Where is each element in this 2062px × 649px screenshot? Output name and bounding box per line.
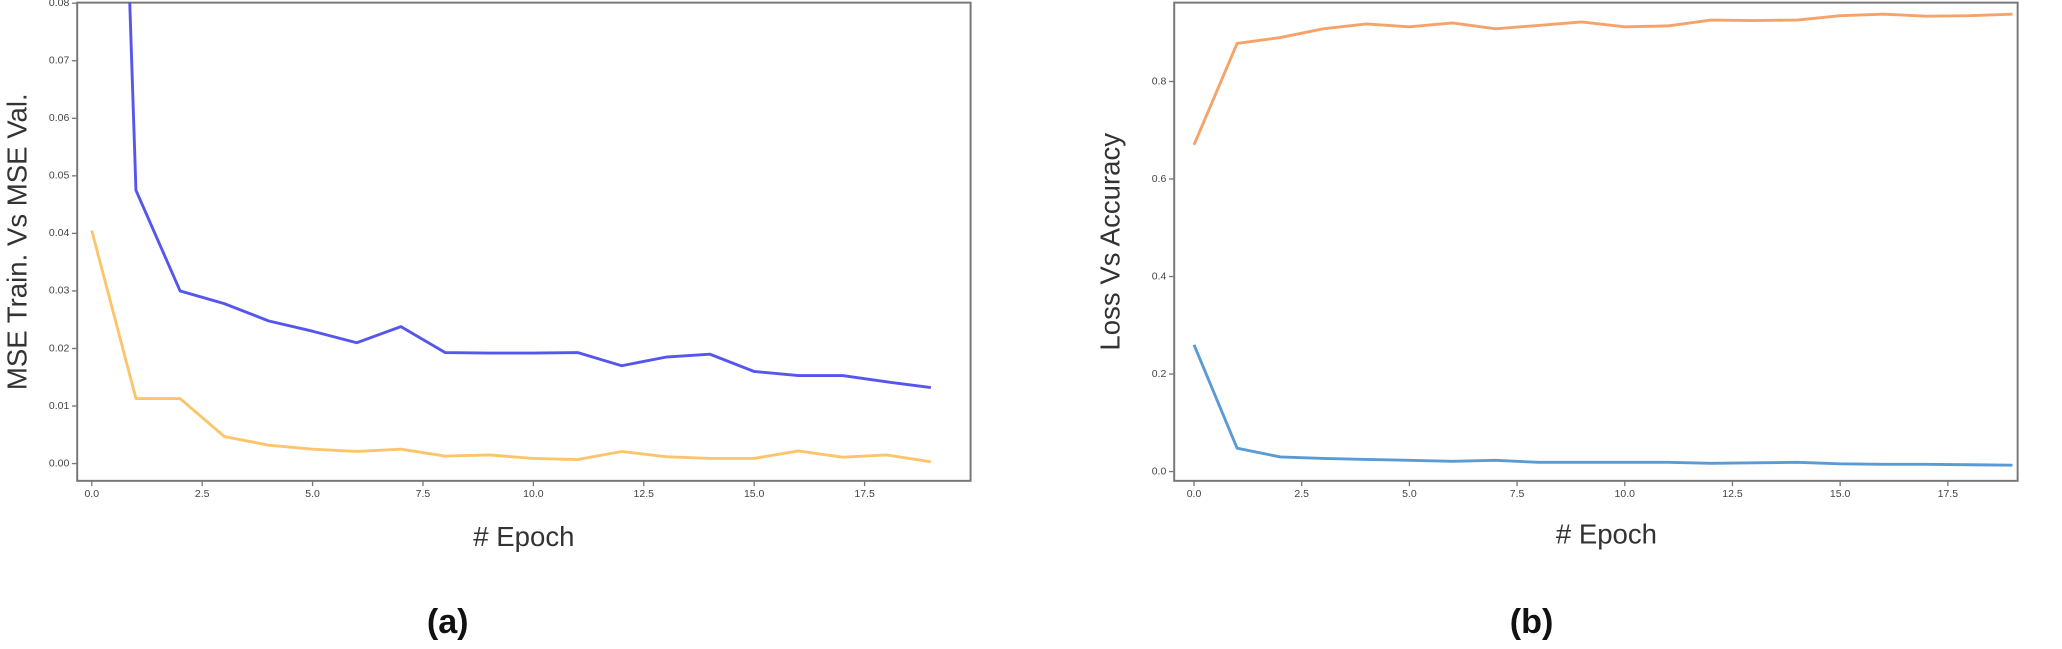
x-tick-label: 5.0	[1402, 488, 1417, 500]
x-axis-label: # Epoch	[1556, 518, 1657, 549]
x-tick-label: 0.0	[84, 488, 99, 500]
plot-frame	[1173, 1, 2019, 482]
y-tick-label: 0.6	[1152, 173, 1167, 185]
x-tick-label: 15.0	[744, 488, 765, 500]
y-tick-label: 0.04	[49, 227, 70, 239]
y-tick-label: 0.00	[49, 457, 70, 469]
y-tick-label: 0.4	[1152, 270, 1167, 282]
y-tick-label: 0.01	[49, 400, 70, 412]
x-tick-label: 12.5	[1722, 488, 1743, 500]
x-tick-label: 15.0	[1830, 488, 1851, 500]
y-axis-label: Loss Vs Accuracy	[1095, 133, 1126, 351]
y-tick-label: 0.05	[49, 170, 70, 182]
x-tick-label: 17.5	[1938, 488, 1959, 500]
x-tick-label: 7.5	[1510, 488, 1525, 500]
x-tick-label: 7.5	[416, 488, 431, 500]
plot-lines	[90, 2, 932, 464]
y-tick-label: 0.02	[49, 342, 70, 354]
y-tick-label: 0.0	[1152, 465, 1167, 477]
y-tick-label: 0.08	[49, 0, 70, 9]
y-tick-label: 0.03	[49, 285, 70, 297]
y-axis-label: MSE Train. Vs MSE Val.	[2, 93, 33, 390]
plot-frame	[76, 1, 972, 482]
x-tick-label: 12.5	[634, 488, 655, 500]
x-tick-label: 17.5	[854, 488, 875, 500]
series-line	[90, 230, 932, 464]
x-tick-label: 10.0	[523, 488, 544, 500]
x-tick-label: 5.0	[305, 488, 320, 500]
series-line	[1192, 12, 2013, 146]
x-tick-label: 2.5	[1294, 488, 1309, 500]
x-tick-label: 2.5	[195, 488, 210, 500]
caption: (b)	[1510, 603, 1554, 641]
x-axis-label: # Epoch	[473, 521, 574, 552]
caption: (a)	[427, 603, 469, 641]
series-line	[1192, 344, 2013, 467]
plot-lines	[1192, 12, 2013, 467]
x-tick-label: 10.0	[1615, 488, 1636, 500]
x-tick-label: 0.0	[1187, 488, 1202, 500]
y-tick-label: 0.07	[49, 55, 70, 67]
y-tick-label: 0.2	[1152, 368, 1167, 380]
series-line	[128, 2, 932, 390]
y-tick-label: 0.8	[1152, 75, 1167, 87]
y-tick-label: 0.06	[49, 112, 70, 124]
